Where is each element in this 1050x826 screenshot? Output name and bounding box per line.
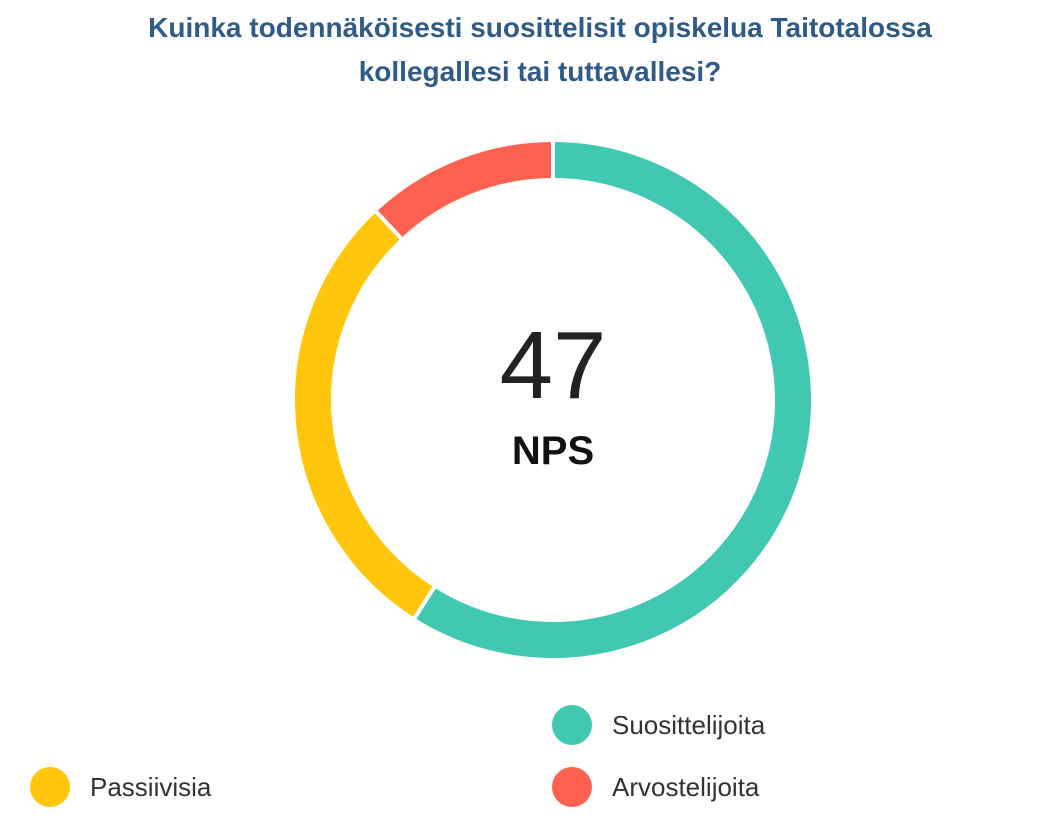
nps-label: NPS: [512, 429, 594, 473]
slice-separator: [411, 584, 437, 621]
nps-value: 47: [500, 312, 607, 419]
legend-swatch-passives: [30, 767, 70, 807]
legend-label-passives: Passiivisia: [90, 771, 212, 802]
nps-donut-chart: 47 NPS: [295, 140, 811, 658]
donut-slices: [295, 140, 811, 658]
legend-item-passives: Passiivisia: [30, 762, 211, 812]
legend-item-detractors: Arvostelijoita: [552, 762, 759, 812]
chart-title: Kuinka todennäköisesti suosittelisit opi…: [40, 6, 1040, 94]
legend-label-promoters: Suosittelijoita: [612, 709, 766, 740]
slice-promoters: [414, 142, 811, 658]
slice-passives: [295, 211, 435, 618]
chart-title-line-2: kollegallesi tai tuttavallesi?: [358, 56, 722, 87]
legend-label-detractors: Arvostelijoita: [612, 771, 760, 802]
slice-detractors: [376, 142, 554, 239]
legend-swatch-detractors: [552, 767, 592, 807]
slice-separator: [373, 209, 404, 241]
legend-swatch-promoters: [552, 705, 592, 745]
chart-title-line-1: Kuinka todennäköisesti suosittelisit opi…: [148, 12, 932, 43]
legend-item-promoters: Suosittelijoita: [552, 700, 765, 750]
